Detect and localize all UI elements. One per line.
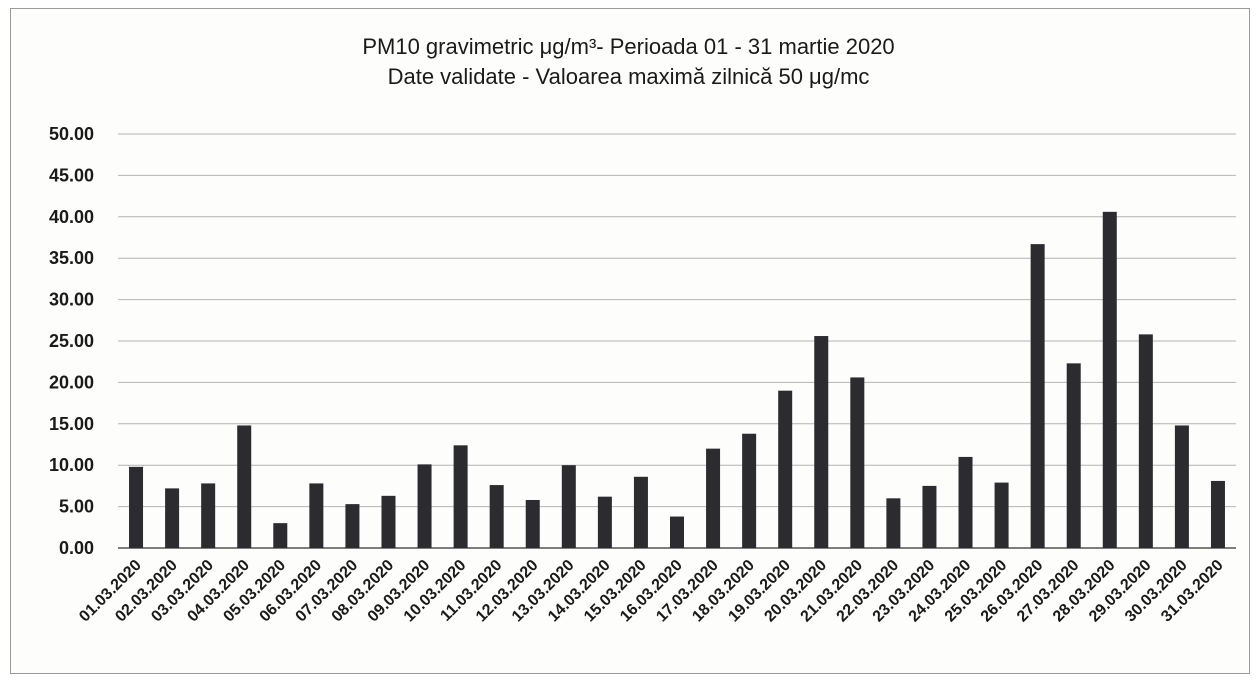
bar	[201, 483, 216, 548]
y-tick-label: 35.00	[49, 248, 94, 268]
bar	[814, 336, 829, 548]
bar	[1174, 425, 1189, 548]
chart-title: PM10 gravimetric μg/m³- Perioada 01 - 31…	[362, 34, 895, 59]
bar	[165, 488, 180, 548]
bar	[1138, 334, 1153, 548]
bar	[129, 466, 144, 548]
y-tick-label: 45.00	[49, 165, 94, 185]
bar	[237, 425, 252, 548]
bar	[706, 448, 721, 548]
chart-subtitle: Date validate - Valoarea maximă zilnică …	[387, 64, 870, 89]
y-tick-label: 50.00	[49, 124, 94, 144]
bar	[850, 377, 865, 548]
bar	[525, 499, 540, 548]
bar	[886, 498, 901, 548]
bar	[994, 482, 1009, 548]
bar	[742, 433, 757, 548]
bar	[633, 476, 648, 548]
bar	[273, 523, 288, 548]
bar	[1102, 211, 1117, 548]
y-tick-label: 25.00	[49, 331, 94, 351]
bar	[489, 485, 504, 548]
bar	[345, 504, 360, 548]
bar	[778, 390, 793, 548]
bar	[1210, 480, 1225, 548]
y-tick-label: 10.00	[49, 455, 94, 475]
bar	[309, 483, 324, 548]
bar	[1066, 363, 1081, 548]
bar	[381, 495, 396, 548]
bar	[561, 465, 576, 548]
y-tick-label: 40.00	[49, 207, 94, 227]
bar	[453, 445, 468, 548]
y-tick-label: 5.00	[59, 497, 94, 517]
bar	[922, 485, 937, 548]
y-tick-label: 30.00	[49, 290, 94, 310]
y-tick-label: 20.00	[49, 372, 94, 392]
y-tick-label: 15.00	[49, 414, 94, 434]
bar	[417, 464, 432, 548]
bar	[597, 496, 612, 548]
bar	[670, 516, 684, 548]
bar	[958, 456, 973, 548]
bar	[1030, 244, 1045, 548]
y-tick-label: 0.00	[59, 538, 94, 558]
